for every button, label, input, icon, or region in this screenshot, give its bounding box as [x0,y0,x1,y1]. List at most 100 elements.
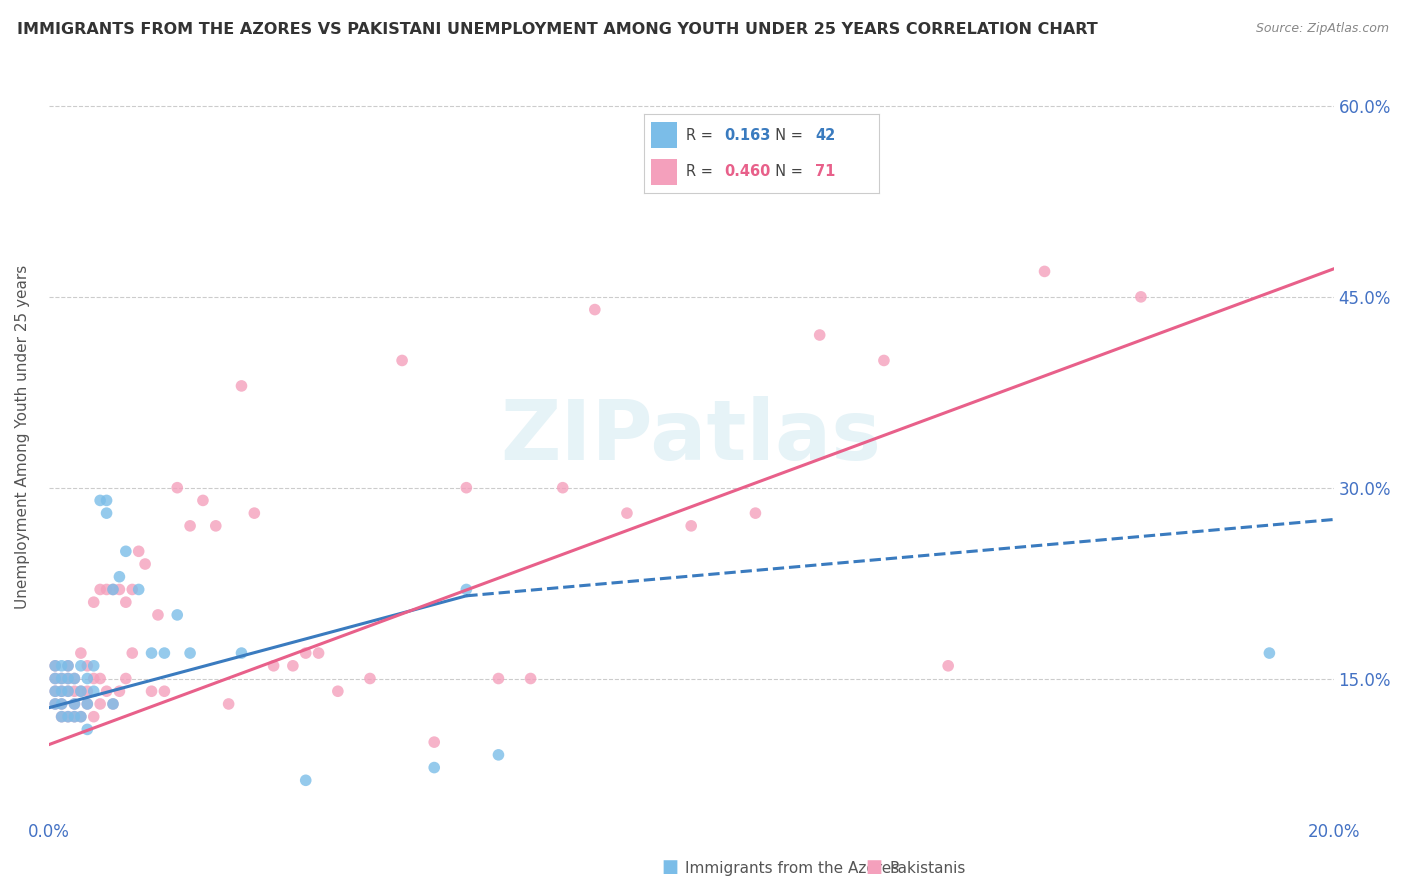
Point [76,672,98,686]
Text: IMMIGRANTS FROM THE AZORES VS PAKISTANI UNEMPLOYMENT AMONG YOUTH UNDER 25 YEARS : IMMIGRANTS FROM THE AZORES VS PAKISTANI … [17,22,1098,37]
Text: N =: N = [766,164,807,179]
Point [51,709,73,723]
Point [115,544,138,558]
Point [51,672,73,686]
Point [89,582,111,597]
Point [101,582,124,597]
Point [76,658,98,673]
Point [63,684,86,698]
Point [108,582,131,597]
Point [51,684,73,698]
Point [51,709,73,723]
Point [56,709,79,723]
Point [519,672,541,686]
Point [44,672,66,686]
Point [63,672,86,686]
Text: Pakistanis: Pakistanis [889,861,966,876]
Point [70,709,93,723]
Point [281,658,304,673]
Point [89,493,111,508]
Point [76,697,98,711]
Point [936,658,959,673]
Bar [651,159,678,185]
Text: ■: ■ [865,858,883,876]
Point [1129,290,1152,304]
Point [83,672,105,686]
Point [44,684,66,698]
Point [294,773,316,788]
Point [134,557,156,571]
Point [96,684,118,698]
Point [96,582,118,597]
Point [76,684,98,698]
Point [263,658,285,673]
Point [51,697,73,711]
Point [308,646,330,660]
Point [1033,264,1056,278]
Text: Source: ZipAtlas.com: Source: ZipAtlas.com [1256,22,1389,36]
Point [70,658,93,673]
Point [56,672,79,686]
Point [56,709,79,723]
Point [83,709,105,723]
Point [423,761,446,775]
Point [153,646,176,660]
Point [63,709,86,723]
Point [179,519,201,533]
Point [96,506,118,520]
Text: 71: 71 [815,164,835,179]
Point [488,747,510,762]
Point [359,672,381,686]
Point [326,684,349,698]
Point [294,646,316,660]
Point [456,481,478,495]
Point [681,519,703,533]
Point [101,582,124,597]
Point [89,697,111,711]
Point [456,582,478,597]
Point [488,672,510,686]
Point [56,658,79,673]
Point [70,709,93,723]
Point [44,684,66,698]
Text: ■: ■ [661,858,678,876]
Point [121,646,143,660]
Point [56,658,79,673]
Y-axis label: Unemployment Among Youth under 25 years: Unemployment Among Youth under 25 years [15,265,30,609]
Point [44,658,66,673]
Point [83,595,105,609]
Point [873,353,896,368]
Point [583,302,606,317]
Point [101,697,124,711]
Point [70,646,93,660]
Point [63,672,86,686]
Point [51,672,73,686]
Point [63,697,86,711]
Point [115,672,138,686]
Point [179,646,201,660]
Point [153,684,176,698]
Text: ZIPatlas: ZIPatlas [501,396,882,477]
Point [56,684,79,698]
Point [141,646,163,660]
Text: R =: R = [686,164,718,179]
Point [166,481,188,495]
Point [115,595,138,609]
Point [243,506,266,520]
Point [551,481,574,495]
Point [51,697,73,711]
Point [121,582,143,597]
Text: Immigrants from the Azores: Immigrants from the Azores [686,861,900,876]
Point [108,684,131,698]
Point [56,684,79,698]
Text: 0.460: 0.460 [724,164,770,179]
Point [231,379,253,393]
Point [63,709,86,723]
Text: N =: N = [766,128,807,143]
Point [423,735,446,749]
Point [231,646,253,660]
Point [616,506,638,520]
Point [808,328,831,343]
Point [128,544,150,558]
Point [83,684,105,698]
